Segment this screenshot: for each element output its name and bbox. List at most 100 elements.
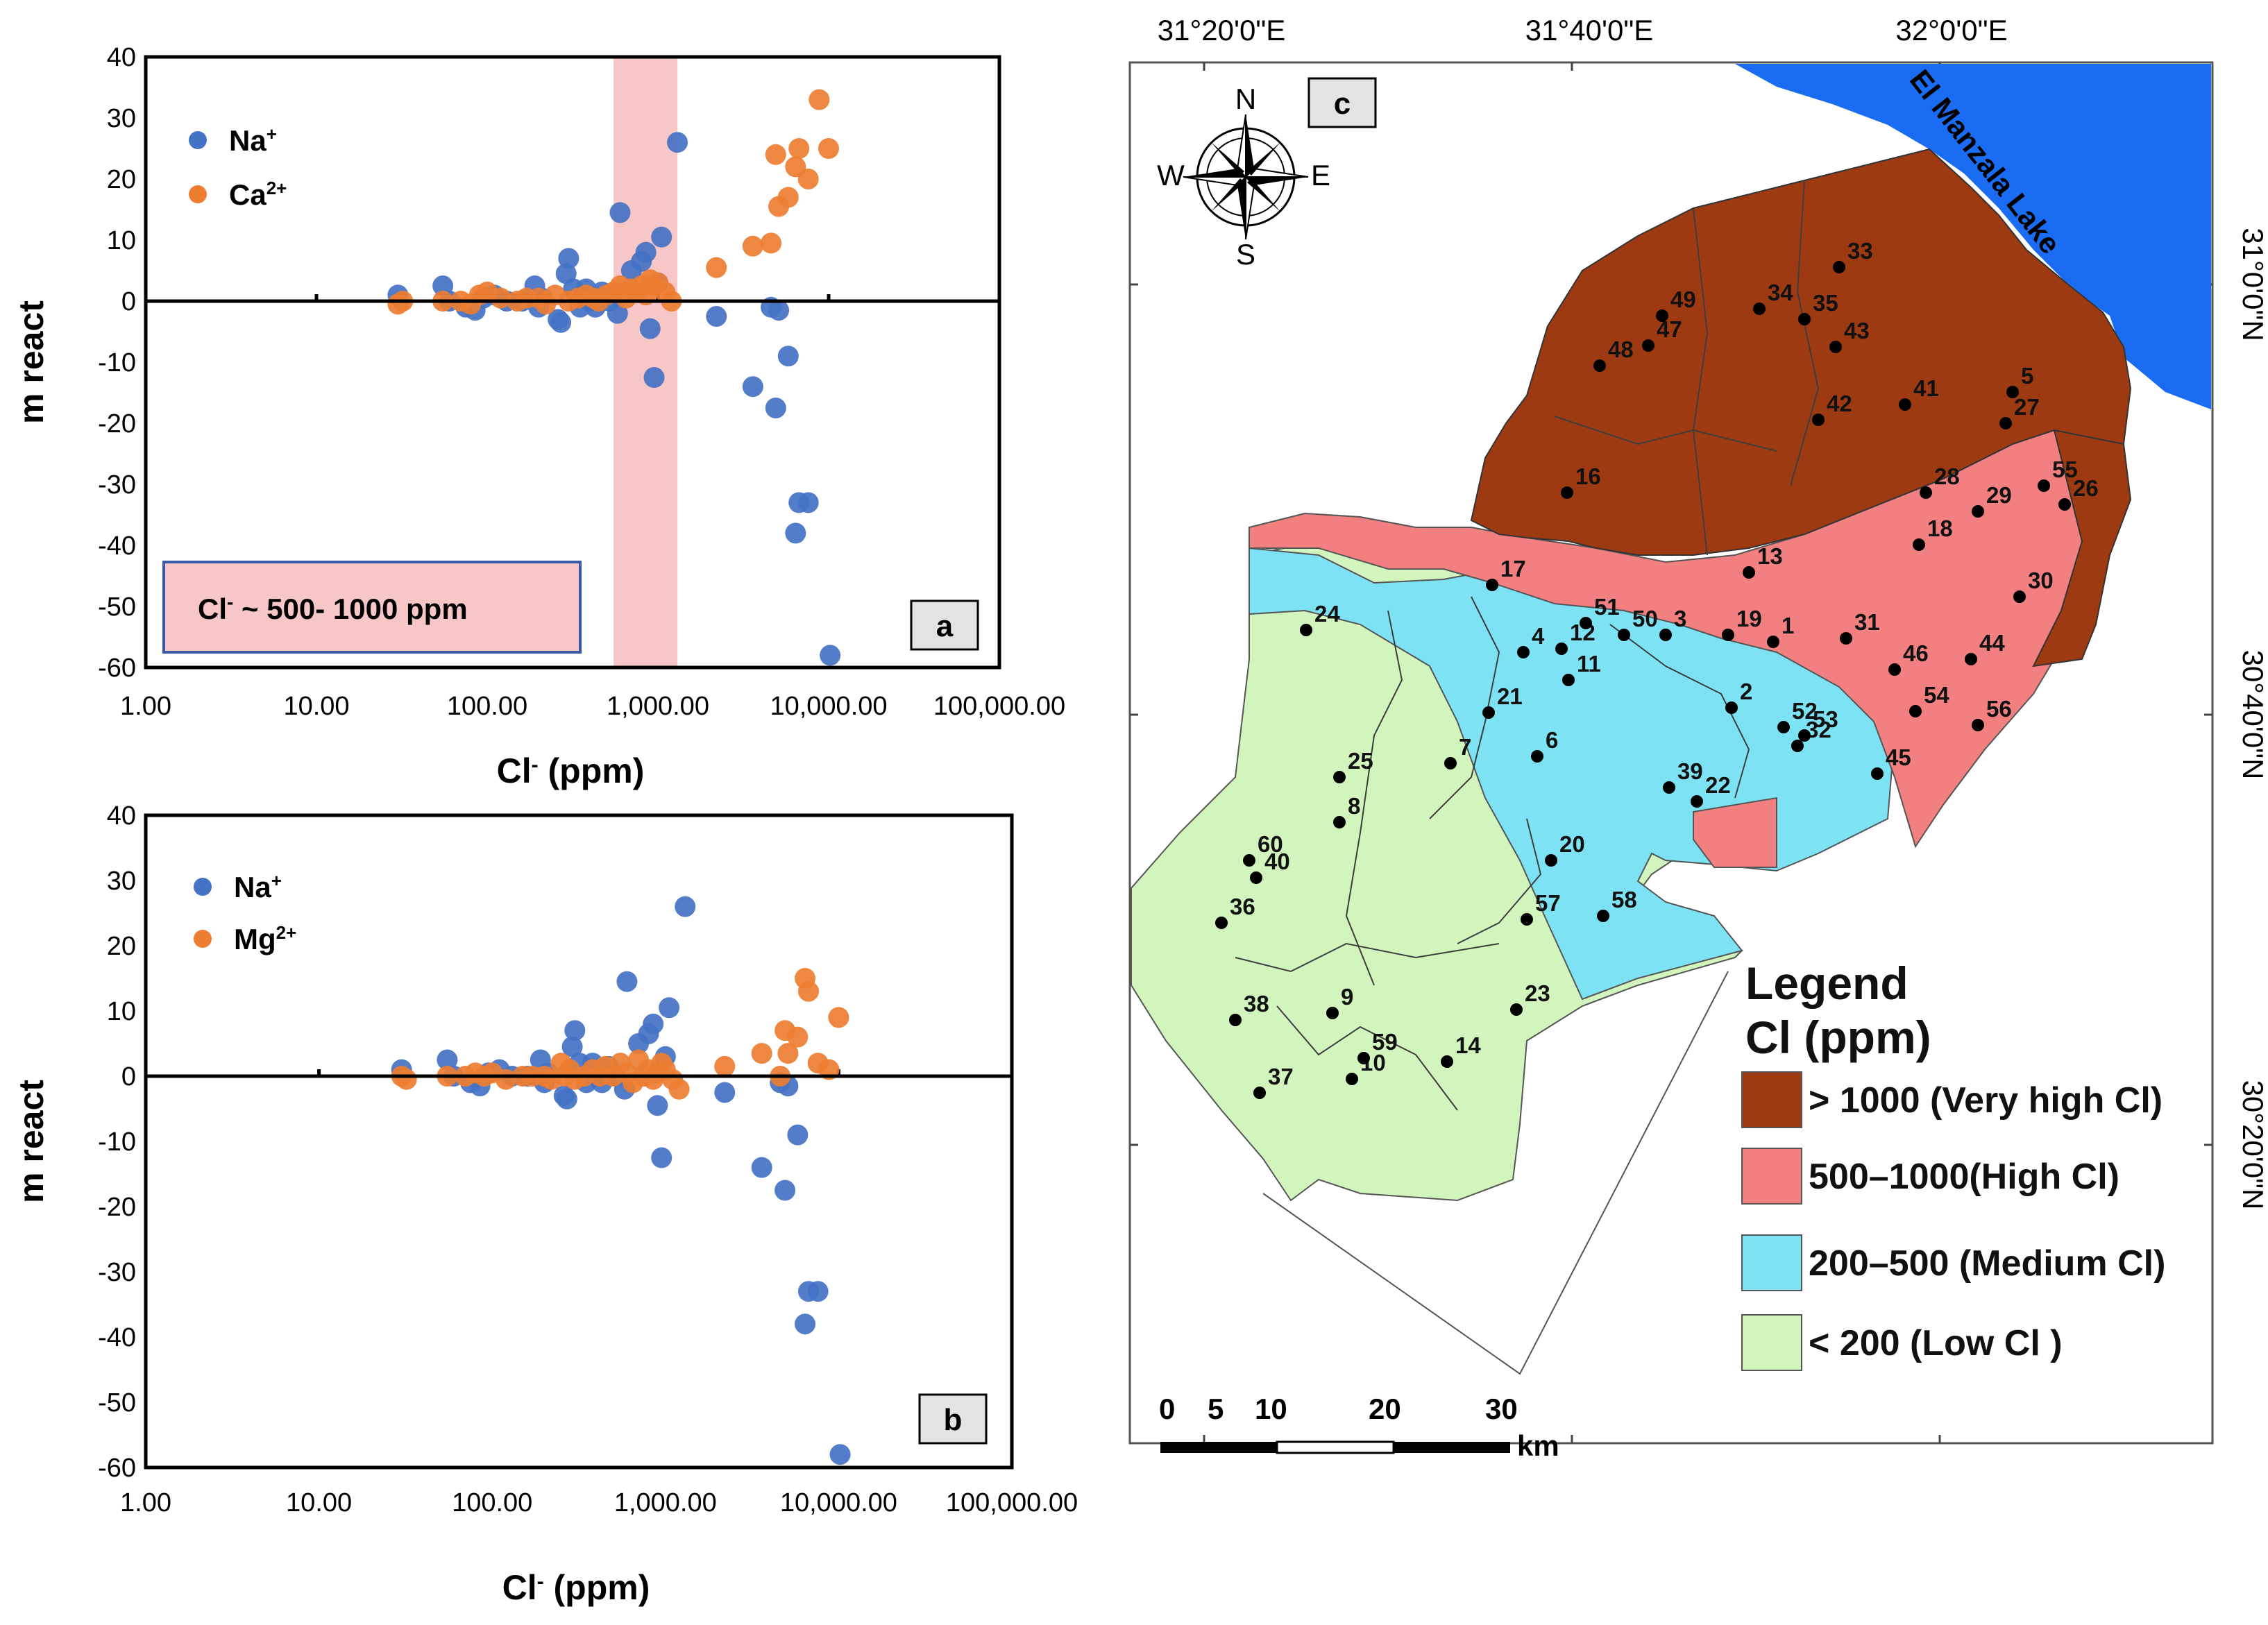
site-marker	[1663, 781, 1675, 794]
data-point	[751, 1043, 772, 1064]
svg-text:S: S	[1236, 238, 1255, 271]
site-label: 27	[2014, 394, 2040, 420]
data-point	[635, 241, 657, 263]
x-tick-label: 100,000.00	[933, 692, 1065, 721]
site-label: 40	[1264, 849, 1290, 874]
site-label: 5	[2021, 363, 2033, 389]
site-label: 24	[1314, 601, 1340, 627]
data-point	[609, 202, 631, 223]
y-tick-label: 20	[107, 932, 136, 961]
site-marker	[1510, 1003, 1523, 1016]
y-tick-label: 0	[121, 1062, 136, 1091]
svg-text:5: 5	[1208, 1393, 1224, 1425]
site-label: 23	[1525, 980, 1550, 1006]
data-point	[765, 144, 786, 165]
svg-text:30: 30	[1485, 1393, 1518, 1425]
data-point	[797, 169, 819, 189]
chart-a-legend: Na+ Ca2+	[189, 124, 287, 211]
x-tick-label: 1,000.00	[614, 1488, 717, 1517]
site-marker	[1441, 1055, 1453, 1068]
y-tick-label: 10	[107, 226, 136, 255]
x-tick-label: 1.00	[120, 692, 171, 721]
site-label: 49	[1670, 287, 1696, 312]
data-point	[616, 971, 638, 992]
legend-na-label: Na+	[229, 124, 277, 157]
y-tick-label: -40	[98, 1323, 136, 1352]
svg-text:km: km	[1517, 1429, 1559, 1462]
site-marker	[1767, 636, 1779, 648]
legend-swatch-very-high	[1741, 1071, 1802, 1128]
data-point	[765, 398, 786, 418]
svg-text:N: N	[1235, 83, 1256, 115]
site-marker	[1517, 646, 1530, 658]
site-label: 39	[1677, 758, 1703, 784]
site-label: 60	[1258, 831, 1283, 857]
legend-na-marker	[194, 878, 212, 896]
data-point	[495, 1069, 516, 1090]
data-point	[818, 138, 839, 159]
legend-swatch-medium	[1741, 1234, 1802, 1291]
site-label: 31	[1854, 609, 1880, 635]
svg-text:0: 0	[1159, 1393, 1175, 1425]
site-label: 6	[1546, 727, 1558, 753]
site-label: 42	[1827, 391, 1852, 416]
svg-text:c: c	[1334, 87, 1351, 121]
y-tick-label: -20	[98, 1193, 136, 1222]
x-tick-label: 100.00	[452, 1488, 532, 1517]
site-marker	[1965, 653, 1977, 665]
y-tick-label: 10	[107, 997, 136, 1026]
site-label: 35	[1813, 290, 1838, 316]
chart-b-axes: 40 30 20 10 0 -10 -20 -30 -40 -50 -60 1.00 10.00 100.…	[98, 801, 1078, 1517]
site-marker	[1618, 629, 1630, 641]
data-point	[809, 89, 830, 110]
y-tick-label: -50	[98, 593, 136, 622]
x-tick-label: 10.00	[283, 692, 349, 721]
site-marker	[1250, 871, 1262, 884]
site-label: 53	[1813, 706, 1838, 732]
site-marker	[1215, 917, 1228, 929]
site-marker	[1642, 339, 1655, 352]
data-point	[668, 1078, 690, 1100]
data-point	[714, 1055, 736, 1077]
data-point	[564, 1020, 586, 1041]
data-point	[396, 1069, 417, 1090]
site-marker	[1691, 795, 1703, 808]
svg-text:E: E	[1311, 159, 1330, 192]
data-point	[742, 235, 763, 257]
y-tick-label: 40	[107, 801, 136, 831]
chart-a-highlight-band	[613, 57, 678, 667]
site-label: 50	[1632, 606, 1658, 631]
chart-a: 40 30 20 10 0 -10 -20 -30 -40 -50 -60 1.00 10.00 100.…	[12, 43, 1065, 790]
site-label: 18	[1927, 516, 1953, 541]
data-point	[651, 1147, 672, 1168]
site-marker	[1300, 624, 1312, 636]
data-point	[556, 1088, 577, 1109]
y-tick-label: -60	[98, 654, 136, 683]
data-point	[829, 1444, 851, 1465]
site-label: 37	[1268, 1064, 1294, 1089]
site-marker	[1229, 1014, 1242, 1026]
site-marker	[2006, 386, 2019, 398]
y-tick-label: -50	[98, 1388, 136, 1418]
site-label: 17	[1500, 556, 1526, 581]
data-point	[807, 1281, 829, 1302]
site-label: 46	[1903, 640, 1929, 666]
site-label: 54	[1924, 682, 1949, 708]
data-point	[777, 187, 799, 208]
site-label: 13	[1757, 543, 1783, 569]
legend-swatch-high	[1741, 1148, 1802, 1205]
site-label: 48	[1608, 337, 1634, 362]
site-label: 43	[1844, 318, 1870, 343]
site-marker	[1593, 359, 1606, 372]
site-marker	[1253, 1087, 1266, 1099]
site-marker	[1899, 398, 1911, 411]
data-point	[714, 1082, 736, 1103]
site-marker	[1888, 663, 1901, 676]
site-marker	[1725, 701, 1738, 714]
district-boundaries	[1235, 180, 1820, 1111]
site-label: 59	[1372, 1029, 1398, 1055]
legend-mg-marker	[194, 930, 212, 948]
site-marker	[1346, 1073, 1358, 1085]
site-label: 2	[1740, 679, 1752, 704]
site-label: 21	[1497, 683, 1523, 709]
